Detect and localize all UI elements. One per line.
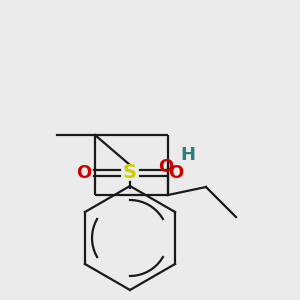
Text: S: S <box>123 164 137 182</box>
Text: O: O <box>158 158 174 176</box>
Text: O: O <box>168 164 184 182</box>
Text: O: O <box>76 164 92 182</box>
Text: H: H <box>181 146 196 164</box>
